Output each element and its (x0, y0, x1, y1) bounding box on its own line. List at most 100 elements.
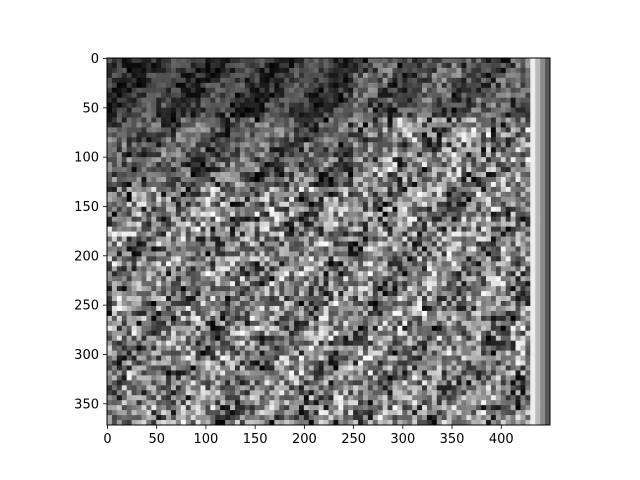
heatmap-cell (131, 157, 138, 163)
heatmap-cell (195, 241, 202, 247)
heatmap-cell (353, 177, 359, 183)
heatmap-cell (436, 186, 443, 193)
heatmap-cell (505, 172, 512, 178)
heatmap-cell (377, 261, 384, 267)
heatmap-cell (289, 152, 295, 158)
heatmap-cell (490, 97, 497, 104)
heatmap-cell (530, 221, 536, 228)
heatmap-cell (225, 132, 231, 138)
heatmap-cell (284, 62, 290, 69)
heatmap-cell (545, 216, 551, 223)
heatmap-cell (436, 132, 443, 138)
heatmap-cell (289, 231, 295, 238)
heatmap-cell (510, 186, 517, 193)
heatmap-cell (249, 196, 256, 203)
heatmap-cell (412, 142, 418, 148)
heatmap-cell (417, 92, 423, 99)
heatmap-cell (215, 211, 221, 218)
heatmap-cell (510, 72, 517, 79)
heatmap-cell (333, 296, 339, 302)
heatmap-cell (362, 266, 369, 272)
heatmap-cell (358, 226, 364, 233)
heatmap-cell (234, 246, 241, 252)
heatmap-cell (362, 87, 369, 94)
heatmap-cell (289, 246, 295, 252)
heatmap-cell (402, 107, 408, 114)
heatmap-cell (461, 157, 467, 163)
heatmap-cell (195, 296, 202, 302)
heatmap-cell (294, 102, 300, 109)
heatmap-cell (303, 132, 310, 138)
heatmap-cell (510, 236, 517, 242)
heatmap-cell (225, 58, 231, 64)
heatmap-cell (116, 196, 123, 203)
heatmap-cell (313, 296, 320, 302)
heatmap-cell (515, 102, 521, 109)
heatmap-cell (466, 256, 472, 262)
heatmap-cell (289, 82, 295, 89)
heatmap-cell (161, 181, 167, 188)
heatmap-cell (121, 112, 128, 119)
heatmap-cell (382, 325, 389, 332)
heatmap-cell (348, 256, 354, 262)
heatmap-cell (505, 320, 512, 327)
heatmap-cell (372, 261, 379, 267)
heatmap-cell (244, 276, 251, 282)
heatmap-cell (466, 221, 472, 228)
heatmap-cell (289, 112, 295, 119)
heatmap-cell (481, 310, 487, 317)
heatmap-cell (476, 167, 482, 173)
heatmap-cell (170, 87, 177, 94)
heatmap-cell (308, 301, 315, 307)
heatmap-cell (303, 251, 310, 257)
heatmap-cell (343, 226, 349, 233)
heatmap-cell (362, 97, 369, 104)
heatmap-cell (545, 87, 551, 94)
heatmap-cell (515, 132, 521, 138)
heatmap-cell (111, 132, 118, 138)
heatmap-cell (205, 77, 211, 84)
heatmap-cell (126, 271, 133, 277)
heatmap-cell (318, 330, 325, 337)
heatmap-cell (466, 122, 472, 128)
heatmap-cell (294, 191, 300, 198)
heatmap-cell (294, 92, 300, 99)
heatmap-cell (461, 216, 467, 223)
heatmap-cell (279, 211, 285, 218)
heatmap-cell (146, 226, 152, 233)
heatmap-cell (367, 236, 374, 242)
heatmap-cell (269, 201, 275, 208)
heatmap-cell (530, 107, 536, 114)
heatmap-cell (362, 157, 369, 163)
heatmap-cell (441, 172, 448, 178)
heatmap-cell (436, 117, 443, 123)
heatmap-cell (318, 320, 325, 327)
heatmap-cell (323, 107, 329, 114)
heatmap-cell (170, 246, 177, 252)
heatmap-cell (131, 281, 138, 287)
heatmap-cell (500, 221, 507, 228)
heatmap-cell (318, 147, 325, 153)
heatmap-cell (234, 162, 241, 168)
heatmap-cell (131, 296, 138, 302)
heatmap-cell (535, 301, 541, 307)
heatmap-cell (170, 216, 177, 223)
heatmap-cell (333, 117, 339, 123)
heatmap-cell (333, 216, 339, 223)
heatmap-cell (107, 162, 113, 168)
heatmap-cell (402, 291, 408, 297)
heatmap-cell (185, 315, 192, 322)
heatmap-cell (540, 127, 546, 133)
heatmap-cell (431, 271, 438, 277)
heatmap-cell (126, 320, 133, 327)
heatmap-cell (343, 211, 349, 218)
heatmap-cell (392, 127, 398, 133)
heatmap-cell (471, 276, 477, 282)
heatmap-cell (417, 67, 423, 74)
heatmap-cell (170, 241, 177, 247)
heatmap-cell (441, 157, 448, 163)
heatmap-cell (486, 281, 492, 287)
heatmap-cell (510, 67, 517, 74)
heatmap-cell (441, 226, 448, 233)
heatmap-cell (535, 117, 541, 123)
